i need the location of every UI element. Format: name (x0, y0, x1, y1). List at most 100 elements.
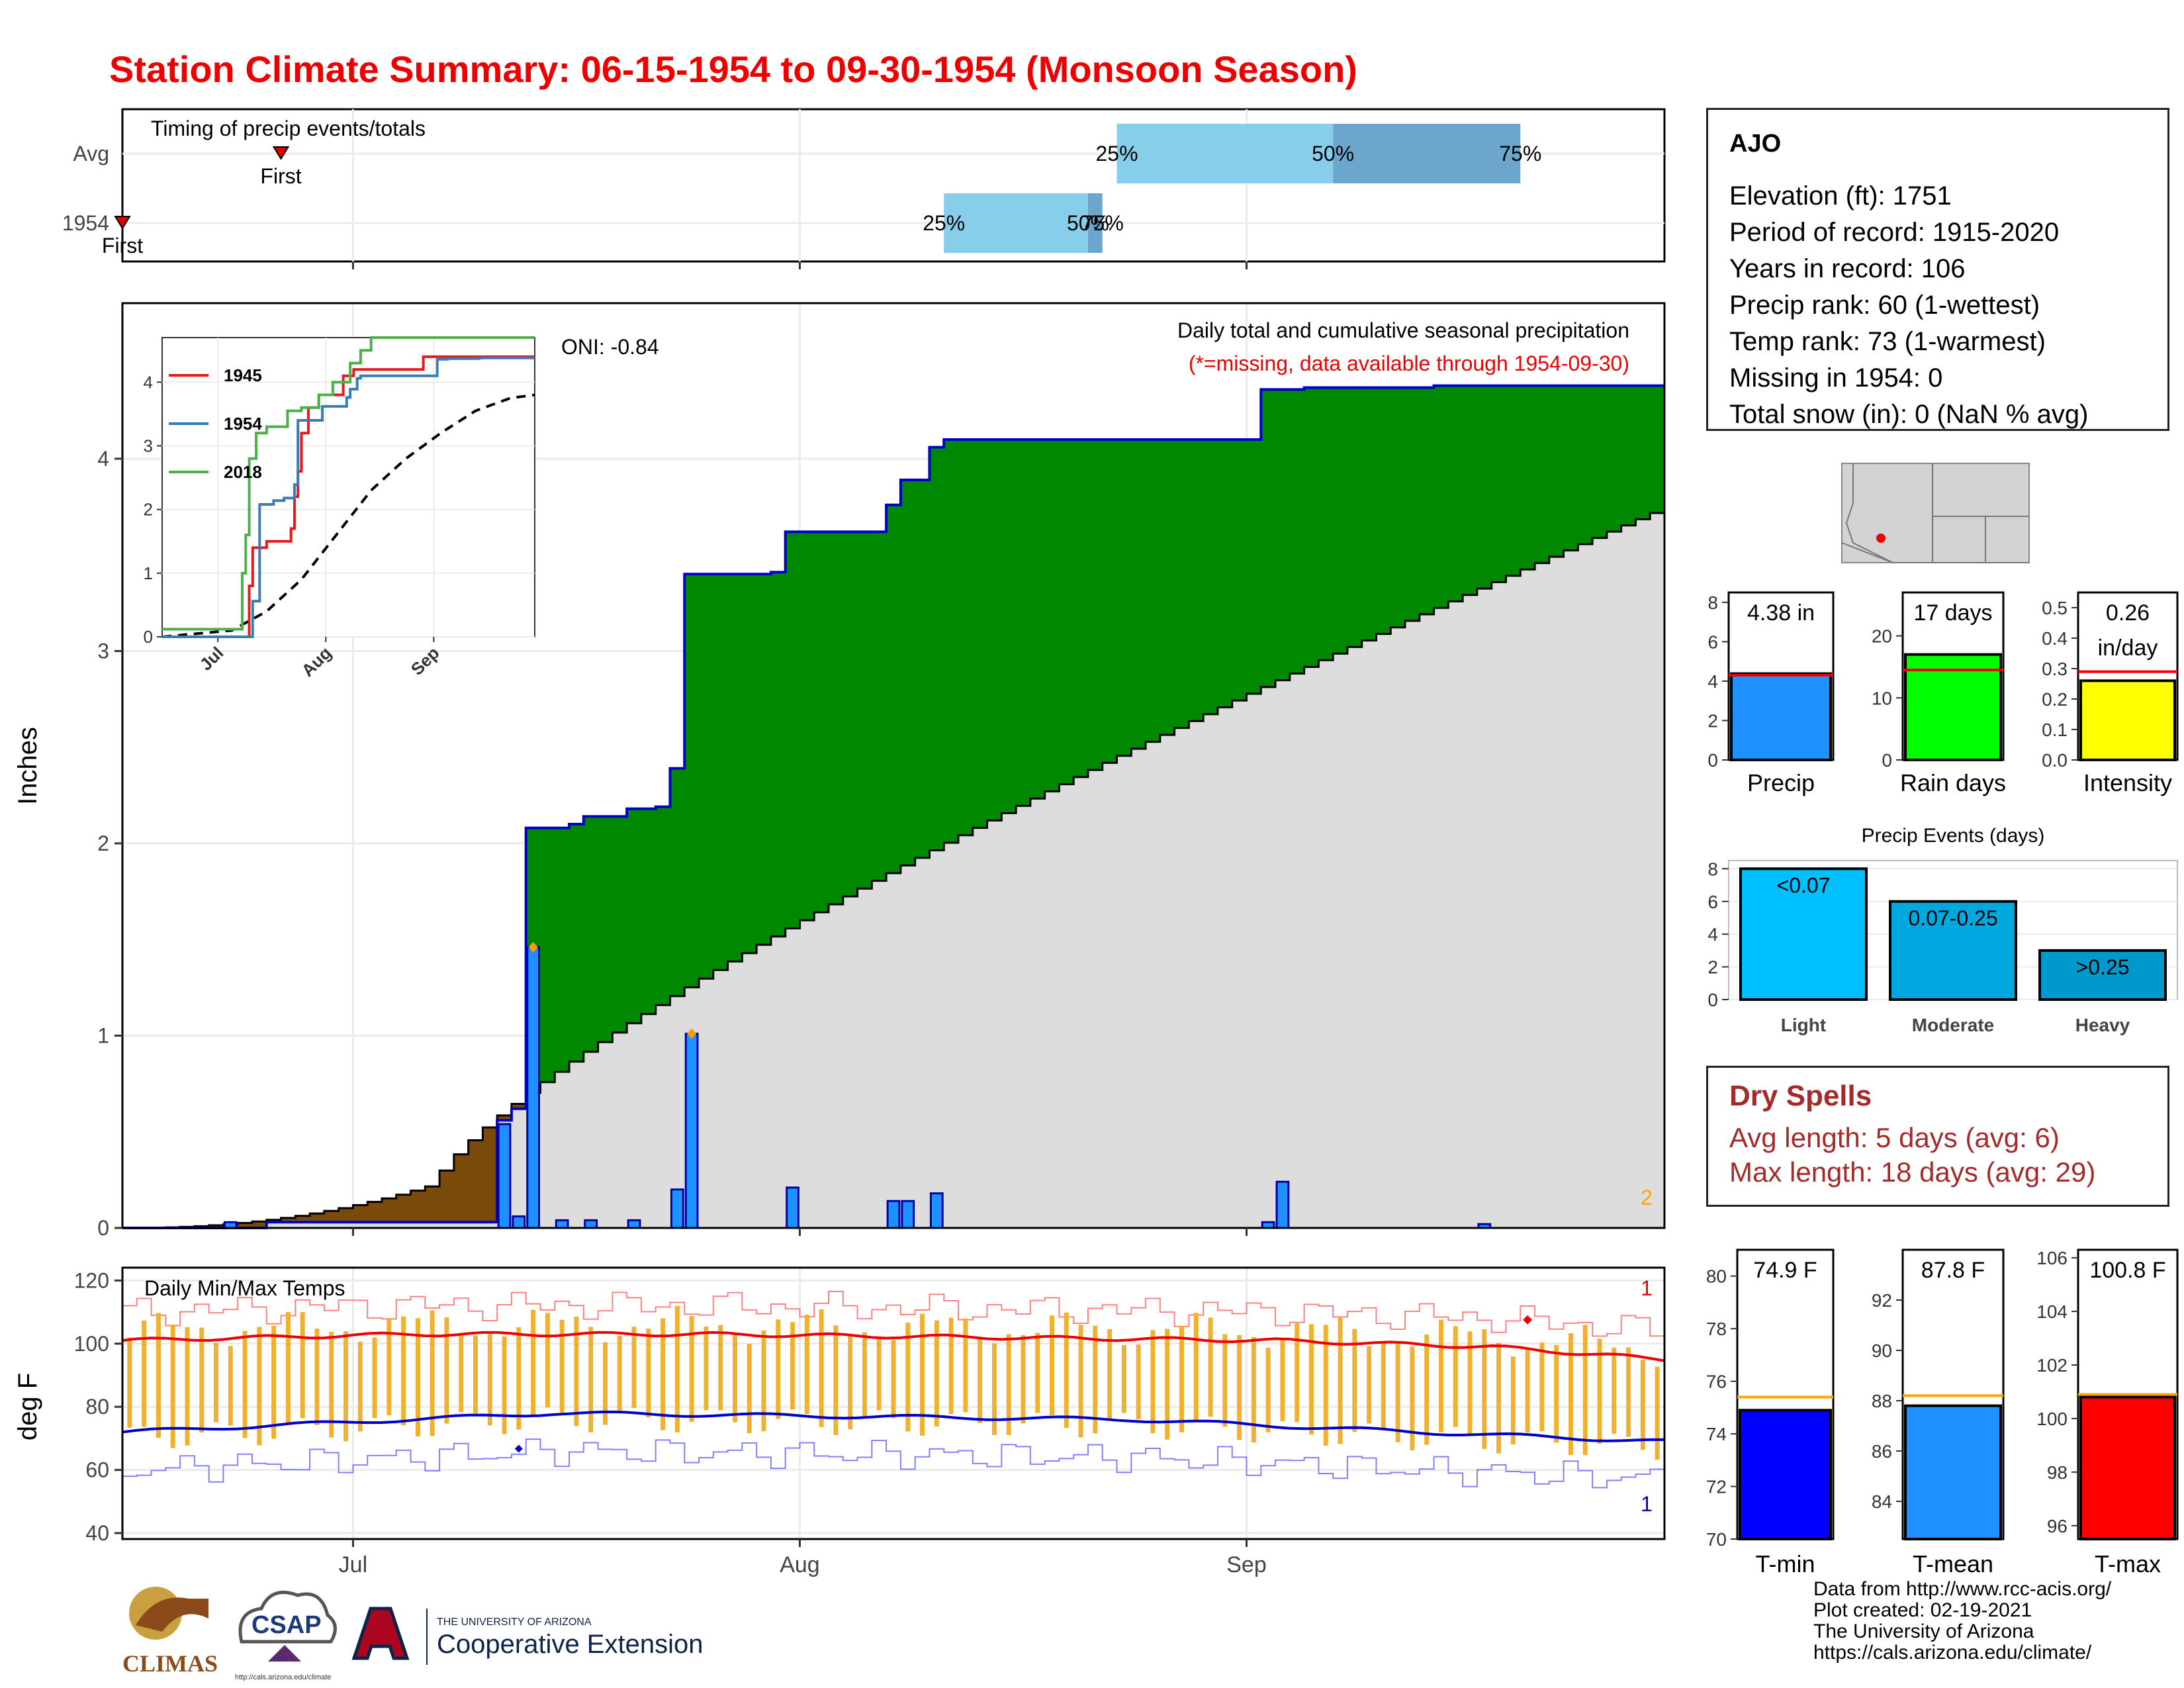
precip-surplus-area (799, 532, 815, 921)
temp-daily-bar (1467, 1331, 1473, 1436)
events-ytick-label: 2 (1707, 957, 1718, 978)
events-bar (1739, 867, 1868, 1001)
inset-ytick-label: 1 (144, 563, 153, 583)
timing-marker-first (114, 216, 131, 230)
temp-daily-bar (948, 1317, 954, 1415)
precip-surplus-area (1405, 387, 1420, 621)
events-category-label: Light (1781, 1015, 1826, 1035)
precip-surplus-area (1160, 439, 1175, 735)
precip-daily-bar (901, 1199, 915, 1229)
precip-cumulative-line (122, 384, 1664, 1229)
summary-ytick-label: 20 (1872, 626, 1892, 647)
precip-surplus-area (829, 532, 844, 905)
precip-deficit-area (338, 1208, 354, 1223)
location-map (1841, 463, 2030, 563)
temp-daily-bar (459, 1335, 464, 1413)
credits: Data from http://www.rcc-acis.org/ Plot … (1813, 1579, 2111, 1664)
temp-daily-bar (1539, 1342, 1545, 1432)
precip-deficit-area (396, 1194, 412, 1223)
summary-ytick-label: 4 (1707, 671, 1718, 692)
temp-daily-bar (1222, 1334, 1228, 1427)
temp-daily-bar (1121, 1345, 1126, 1413)
precip-surplus-area (886, 504, 901, 873)
csap-logo-text: CSAP (251, 1611, 322, 1639)
precip-surplus-area (1361, 387, 1377, 641)
temp-daily-bar (704, 1326, 709, 1411)
precip-daily-bar (555, 1219, 569, 1229)
precip-surplus-area (1174, 439, 1190, 728)
precip-surplus-area (1520, 385, 1535, 570)
summary-ytick-label: 0 (1882, 750, 1892, 771)
precip-deficit-area (367, 1201, 383, 1223)
precip-surplus-area (915, 479, 931, 858)
temp-min-record-marker (514, 1444, 523, 1453)
precip-surplus-area (1433, 385, 1449, 608)
temp-daily-bar (1352, 1329, 1357, 1432)
temp-xtick-label: Sep (1226, 1552, 1267, 1577)
summary-ytick-label: 0 (1707, 750, 1718, 771)
precip-daily-bar (886, 1199, 901, 1229)
timing-label-first: First (102, 234, 143, 258)
temp-daily-bar (242, 1331, 248, 1438)
temp-daily-bar (1381, 1343, 1386, 1429)
temp-daily-bar (1424, 1334, 1430, 1445)
ua-small-text: THE UNIVERSITY OF ARIZONA (437, 1617, 592, 1628)
summary-ytick-label: 0.1 (2042, 720, 2068, 740)
precip-title: Daily total and cumulative seasonal prec… (1177, 318, 1629, 342)
precip-deficit-area (410, 1190, 426, 1223)
temp-daily-bar (833, 1325, 839, 1435)
temp-daily-bar (1323, 1325, 1328, 1446)
summary-bar (1904, 653, 2002, 761)
temp-daily-bar (631, 1327, 637, 1408)
temp-xtick-label: Aug (780, 1552, 820, 1577)
precip-deficit-area (281, 1217, 296, 1223)
temp-title: Daily Min/Max Temps (144, 1276, 345, 1300)
precip-surplus-area (1261, 389, 1276, 687)
temp-daily-bar (545, 1313, 550, 1408)
temp-daily-bar (415, 1318, 420, 1436)
temp-daily-bar (1367, 1346, 1372, 1424)
temp-record-max-line (122, 1290, 1665, 1337)
precip-surplus-area (684, 574, 700, 988)
oni-annotation: ONI: -0.84 (561, 335, 659, 359)
temp-daily-bar (214, 1342, 219, 1423)
inset-series-line-2018 (162, 336, 535, 631)
precip-surplus-area (1131, 439, 1146, 749)
precip-surplus-area (727, 574, 743, 962)
temp-daily-bar (891, 1340, 896, 1419)
temp-ytick-label: 120 (74, 1268, 109, 1292)
precip-daily-bar (1275, 1180, 1290, 1229)
temp-bar (1904, 1404, 2002, 1541)
temp-daily-bar (1251, 1336, 1256, 1442)
inset-ytick-label: 2 (144, 500, 153, 520)
station-elevation: Elevation (ft): 1751 (1729, 181, 1952, 211)
temp-daily-bar (142, 1320, 147, 1427)
timing-label-q25: 25% (923, 211, 965, 235)
credit-plot-created: Plot created: 02-19-2021 (1813, 1599, 2032, 1621)
precip-surplus-area (612, 816, 627, 1033)
precip-surplus-area (1318, 387, 1334, 661)
temp-corner-top: 1 (1641, 1276, 1653, 1300)
precip-deficit-area (482, 1127, 498, 1223)
precip-daily-bar (627, 1219, 641, 1229)
precip-deficit-area (238, 1223, 253, 1228)
precip-ytick-label: 0 (97, 1216, 109, 1240)
temp-daily-bar (1035, 1333, 1040, 1413)
precip-daily-bar (929, 1192, 944, 1229)
temp-daily-bar (963, 1318, 968, 1413)
precip-surplus-area (900, 479, 916, 866)
events-ytick-label: 0 (1707, 990, 1718, 1010)
temp-ytick-label: 40 (85, 1521, 109, 1545)
map-border-mexico (1841, 542, 2029, 563)
events-ytick-label: 6 (1707, 892, 1718, 912)
precip-surplus-area (1563, 385, 1579, 551)
inset-ytick-label: 3 (144, 436, 153, 455)
temp-daily-bar (502, 1336, 507, 1434)
temp-corner-bottom: 1 (1641, 1492, 1653, 1516)
temp-daily-bar (1395, 1341, 1400, 1442)
dry-spells-box: Dry Spells Avg length: 5 days (avg: 6) M… (1706, 1066, 2169, 1207)
inset-series-line-1954 (162, 356, 535, 638)
temp-daily-bar (1496, 1342, 1502, 1454)
temp-daily-bar (1338, 1317, 1343, 1444)
